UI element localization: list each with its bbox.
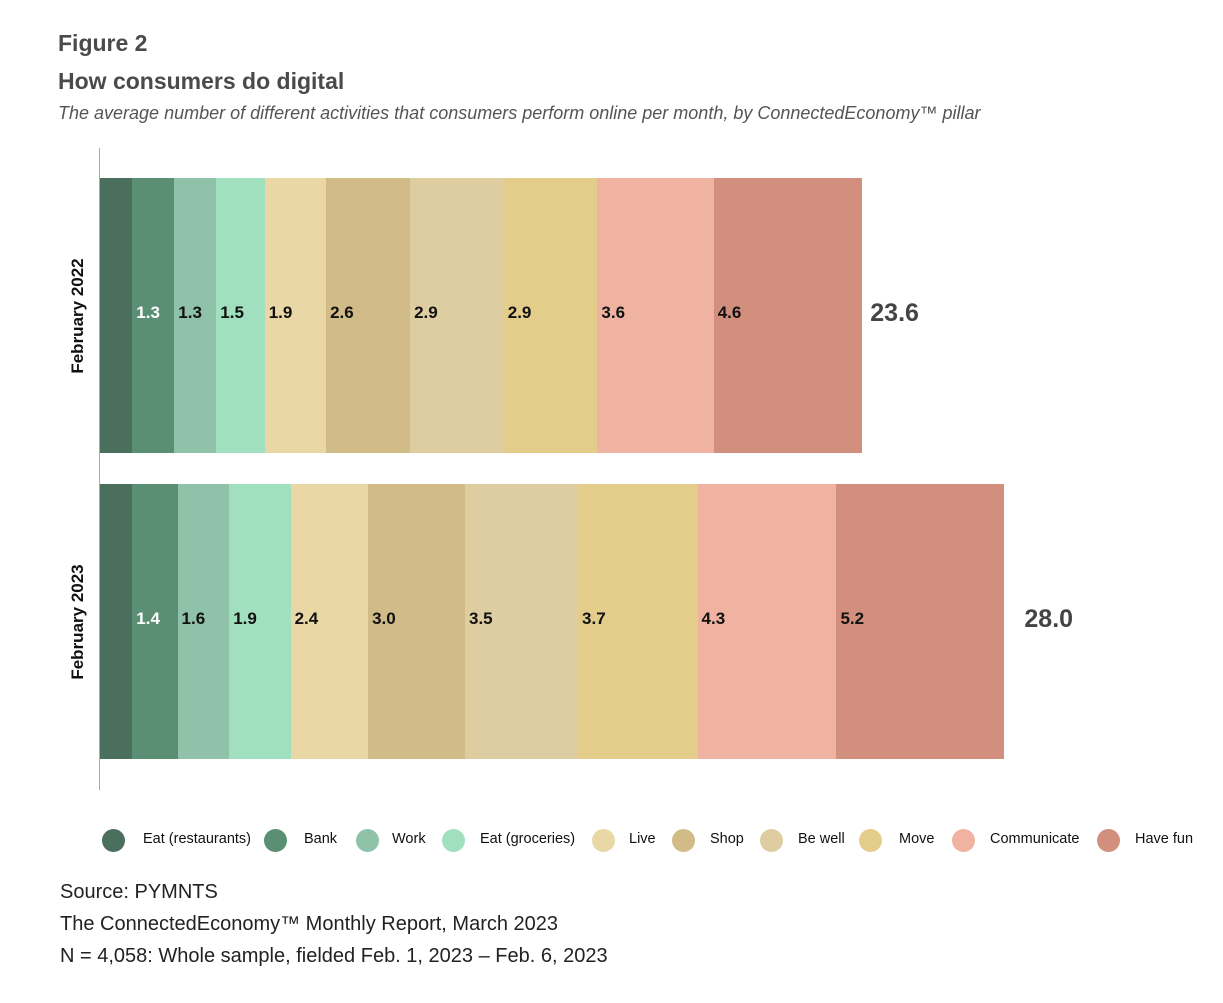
legend-swatch: [442, 829, 465, 852]
data-label: 3.5: [468, 608, 493, 628]
legend-label: Work: [392, 831, 426, 847]
legend-label: Communicate: [990, 831, 1080, 847]
data-label: 2.9: [507, 302, 532, 322]
legend-swatch: [264, 829, 287, 852]
legend-label: Live: [629, 831, 656, 847]
legend-swatch: [760, 829, 783, 852]
legend-label: Eat (groceries): [480, 831, 576, 847]
bar-segment: [229, 484, 291, 759]
data-label: 3.6: [601, 302, 626, 322]
bar-segment: [597, 178, 714, 453]
legend-label: Move: [899, 831, 935, 847]
data-label: 5.2: [840, 608, 865, 628]
bar-segment: [177, 484, 230, 759]
bar-segment: [464, 484, 579, 759]
data-label: 1.9: [233, 608, 257, 628]
bar-segment: [713, 178, 863, 453]
data-label: 3.7: [582, 608, 606, 628]
data-label: 1.9: [268, 302, 293, 322]
bar-segment: [216, 178, 265, 453]
legend-label: Be well: [798, 831, 845, 847]
data-label: 2.6: [330, 302, 354, 322]
bar-segment: [100, 178, 133, 453]
source-line: Source: PYMNTS: [60, 881, 218, 903]
legend-label: Bank: [304, 831, 338, 847]
bar-segment: [368, 484, 465, 759]
bar-segment: [132, 178, 175, 453]
y-axis-line: [99, 148, 100, 790]
bar-segment: [578, 484, 698, 759]
bar-segment: [503, 178, 598, 453]
bar-segment: [697, 484, 837, 759]
data-label: 2.4: [294, 608, 319, 628]
data-label: 3.0: [372, 608, 396, 628]
category-label: February 2023: [68, 563, 87, 680]
legend-swatch: [356, 829, 379, 852]
bar-segment: [290, 484, 369, 759]
bar-segment: [326, 178, 411, 453]
category-label: February 2022: [68, 257, 87, 374]
chart-subtitle: The average number of different activiti…: [58, 103, 981, 123]
data-label: 1.3: [178, 302, 202, 322]
data-label: 2.9: [414, 302, 438, 322]
legend-swatch: [102, 829, 125, 852]
legend-label: Have fun: [1135, 831, 1194, 847]
data-label: 1.4: [136, 608, 160, 628]
report-line: The ConnectedEconomy™ Monthly Report, Ma…: [60, 913, 559, 935]
bar-segment: [100, 484, 133, 759]
total-label: 23.6: [870, 298, 919, 327]
bar-segment: [132, 484, 178, 759]
figure-number: Figure 2: [58, 30, 148, 56]
chart-title: How consumers do digital: [58, 68, 345, 94]
legend-swatch: [592, 829, 615, 852]
bar-segment: [174, 178, 217, 453]
data-label: 1.3: [136, 302, 160, 322]
sample-line: N = 4,058: Whole sample, fielded Feb. 1,…: [60, 945, 608, 967]
data-label: 4.3: [701, 608, 726, 628]
legend-swatch: [952, 829, 975, 852]
data-label: 1.6: [181, 608, 206, 628]
bar-segment: [410, 178, 504, 453]
legend-label: Eat (restaurants): [143, 831, 251, 847]
data-label: 1.5: [220, 302, 244, 322]
total-label: 28.0: [1024, 604, 1074, 633]
data-label: 4.6: [717, 302, 742, 322]
bar-segment: [836, 484, 1005, 759]
legend-swatch: [859, 829, 882, 852]
bar-segment: [264, 178, 327, 453]
legend-swatch: [1097, 829, 1120, 852]
legend-swatch: [672, 829, 695, 852]
legend-label: Shop: [710, 831, 744, 847]
